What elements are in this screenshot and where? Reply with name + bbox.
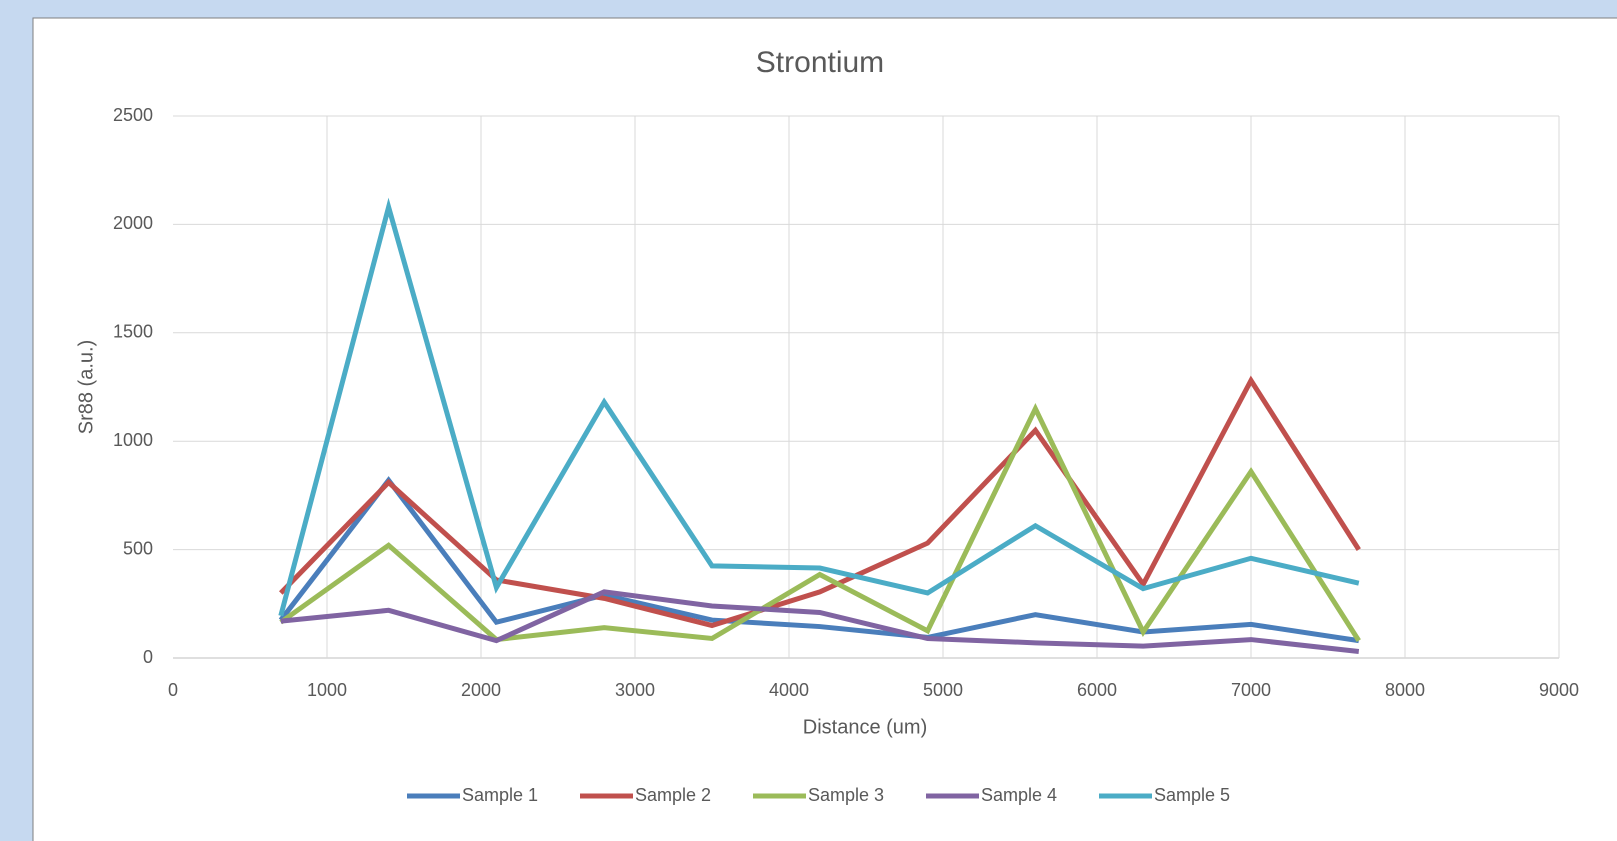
y-tick-label: 500 <box>123 538 153 558</box>
x-tick-label: 5000 <box>923 680 963 700</box>
chart-area <box>32 17 1617 841</box>
y-tick-label: 1500 <box>113 322 153 342</box>
series-line <box>278 197 1360 617</box>
legend-label: Sample 5 <box>1154 785 1230 805</box>
legend-label: Sample 4 <box>981 785 1057 805</box>
x-tick-label: 3000 <box>615 680 655 700</box>
x-tick-label: 2000 <box>461 680 501 700</box>
y-tick-label: 0 <box>143 647 153 667</box>
x-tick-label: 7000 <box>1231 680 1271 700</box>
y-tick-label: 2500 <box>113 105 153 125</box>
y-tick-label: 2000 <box>113 213 153 233</box>
legend-label: Sample 3 <box>808 785 884 805</box>
legend-label: Sample 1 <box>462 785 538 805</box>
x-tick-label: 1000 <box>307 680 347 700</box>
x-tick-label: 4000 <box>769 680 809 700</box>
x-tick-label: 9000 <box>1539 680 1579 700</box>
chart-title: Strontium <box>756 46 884 79</box>
series-line <box>280 589 1360 654</box>
x-axis-label: Distance (um) <box>803 716 927 738</box>
series-line <box>278 476 1360 644</box>
legend-label: Sample 2 <box>635 785 711 805</box>
series-line <box>279 375 1361 629</box>
y-axis-label: Sr88 (a.u.) <box>75 340 97 434</box>
x-tick-label: 6000 <box>1077 680 1117 700</box>
x-tick-label: 0 <box>168 680 178 700</box>
y-tick-label: 1000 <box>113 430 153 450</box>
x-tick-label: 8000 <box>1385 680 1425 700</box>
